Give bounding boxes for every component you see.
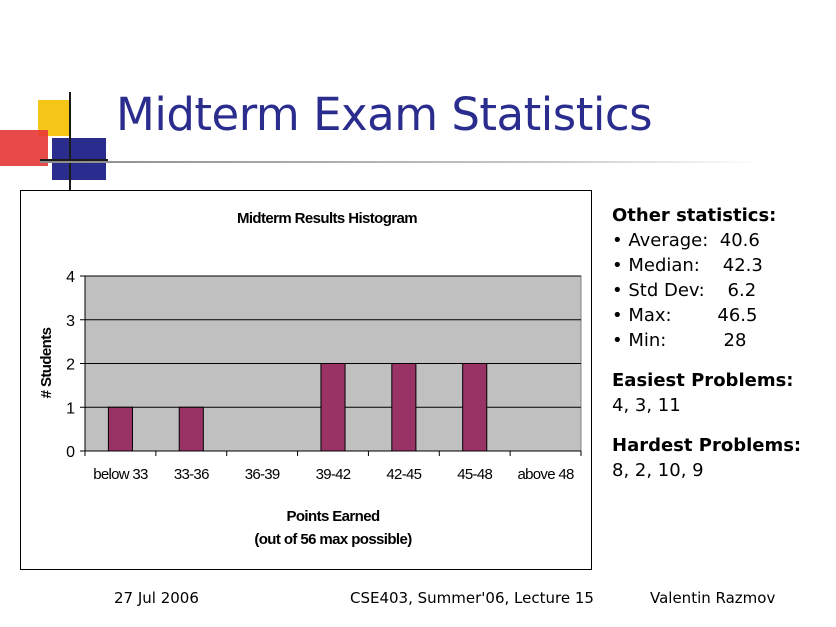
y-tick-label: 3: [66, 313, 75, 330]
y-tick-label: 2: [66, 357, 75, 374]
x-tick-label: below 33: [93, 466, 148, 483]
x-tick-label: 36-39: [245, 466, 280, 483]
bars: [107, 363, 488, 452]
title-divider: [40, 161, 760, 163]
footer-author: Valentin Razmov: [650, 589, 776, 607]
hardest-value: 8, 2, 10, 9: [612, 460, 704, 481]
x-axis-ticks: below 33 33-36 36-39 39-42 42-45 45-48 above 4…: [84, 451, 582, 483]
slide-logo: [0, 92, 108, 196]
hardest-heading: Hardest Problems:: [612, 435, 802, 456]
x-axis-subtitle: (out of 56 max possible): [254, 531, 412, 548]
footer-date: 27 Jul 2006: [114, 589, 199, 607]
stat-median: • Median: 42.3: [612, 255, 763, 276]
chart-svg: Midterm Results Histogram 0 1 2 3 4 below 33…: [38, 210, 582, 548]
y-tick-label: 1: [66, 400, 75, 417]
x-tick-label: 33-36: [174, 466, 209, 483]
bar: [320, 363, 346, 452]
x-axis-title: Points Earned: [286, 508, 379, 525]
y-tick-label: 4: [66, 269, 75, 286]
x-tick-label: 45-48: [457, 466, 492, 483]
footer-course: CSE403, Summer'06, Lecture 15: [350, 589, 594, 607]
y-axis-title: # Students: [38, 327, 55, 398]
x-tick-label: above 48: [518, 466, 574, 483]
easiest-value: 4, 3, 11: [612, 395, 681, 416]
bar: [178, 406, 204, 452]
chart-title: Midterm Results Histogram: [237, 210, 417, 227]
x-tick-label: 42-45: [386, 466, 421, 483]
stat-min: • Min: 28: [612, 330, 747, 351]
bar: [391, 363, 417, 452]
bar: [462, 363, 488, 452]
y-tick-label: 0: [66, 444, 75, 461]
stats-panel: Other statistics: • Average: 40.6 • Medi…: [612, 204, 822, 483]
x-tick-label: 39-42: [316, 466, 351, 483]
stat-average: • Average: 40.6: [612, 230, 760, 251]
slide-title: Midterm Exam Statistics: [116, 88, 653, 141]
bar: [107, 406, 133, 452]
stat-max: • Max: 46.5: [612, 305, 758, 326]
easiest-heading: Easiest Problems:: [612, 370, 794, 391]
histogram-chart: Midterm Results Histogram 0 1 2 3 4 below 33…: [20, 190, 592, 570]
stats-heading: Other statistics:: [612, 205, 777, 226]
y-axis-ticks: 0 1 2 3 4: [66, 269, 85, 461]
stat-std-dev: • Std Dev: 6.2: [612, 280, 757, 301]
